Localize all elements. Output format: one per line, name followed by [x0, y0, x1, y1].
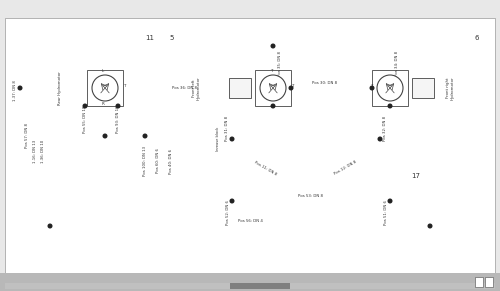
Bar	[20, 36, 178, 136]
Text: Pos 55: DN 10: Pos 55: DN 10	[83, 105, 87, 133]
Bar	[20, 36, 477, 271]
Circle shape	[377, 75, 403, 101]
Text: T: T	[291, 84, 293, 88]
Text: 408: 408	[385, 86, 395, 91]
Text: Pos 36: DN 8: Pos 36: DN 8	[172, 86, 198, 90]
Text: R: R	[102, 102, 104, 106]
Circle shape	[18, 86, 22, 90]
Text: Pos 34: DN 8: Pos 34: DN 8	[395, 50, 399, 76]
Circle shape	[428, 224, 432, 228]
Text: 6: 6	[475, 35, 479, 41]
Text: 1.37: DN 8: 1.37: DN 8	[13, 81, 17, 102]
Text: Pos 30: DN 8: Pos 30: DN 8	[312, 81, 338, 85]
Circle shape	[388, 199, 392, 203]
Text: 408: 408	[268, 86, 278, 91]
Circle shape	[92, 75, 118, 101]
Bar	[475, 277, 483, 287]
Text: Pos 93: DN 16: Pos 93: DN 16	[116, 105, 120, 133]
Circle shape	[230, 199, 234, 203]
Circle shape	[83, 104, 87, 108]
Bar	[172, 36, 477, 116]
Text: Pos 40: DN 6: Pos 40: DN 6	[169, 148, 173, 173]
Text: Pos 57: DN 8: Pos 57: DN 8	[25, 123, 29, 148]
Text: 1.16: DN 13: 1.16: DN 13	[33, 139, 37, 163]
Bar	[229, 78, 251, 98]
Text: 5: 5	[170, 35, 174, 41]
Circle shape	[230, 137, 234, 141]
Bar	[372, 70, 408, 106]
Text: ◄◄: ◄◄	[163, 279, 173, 285]
Circle shape	[378, 137, 382, 141]
Bar	[255, 70, 291, 106]
Text: T: T	[123, 84, 125, 88]
Text: Pos 100: DN 13: Pos 100: DN 13	[143, 146, 147, 176]
Bar	[485, 277, 493, 287]
Bar	[5, 18, 495, 273]
Bar	[412, 78, 434, 98]
Text: Pos 31: DN 8: Pos 31: DN 8	[225, 116, 229, 141]
Circle shape	[143, 134, 147, 138]
Text: Pos 53: DN 8: Pos 53: DN 8	[298, 194, 322, 198]
Text: Front left
Hydromotor: Front left Hydromotor	[192, 76, 200, 100]
Text: T: T	[270, 69, 272, 73]
Text: Pos 11: DN 8: Pos 11: DN 8	[253, 160, 277, 176]
Text: Pos 32: DN 8: Pos 32: DN 8	[383, 116, 387, 141]
Circle shape	[260, 75, 286, 101]
Text: Pos 51: DN 6: Pos 51: DN 6	[384, 200, 388, 226]
Text: Pos 56: DN 4: Pos 56: DN 4	[238, 219, 262, 223]
Text: 129 (133 / 140): 129 (133 / 140)	[218, 279, 262, 285]
Text: Inrease block: Inrease block	[216, 127, 220, 151]
Text: Front right
Hydromotor: Front right Hydromotor	[446, 76, 454, 100]
Circle shape	[103, 134, 107, 138]
Bar	[222, 130, 390, 148]
Bar	[0, 273, 500, 291]
Circle shape	[48, 224, 52, 228]
Text: Pos 60: DN 6: Pos 60: DN 6	[156, 149, 160, 173]
Circle shape	[289, 86, 293, 90]
Text: Pos 35: DN 8: Pos 35: DN 8	[278, 51, 282, 75]
Circle shape	[116, 104, 120, 108]
Circle shape	[370, 86, 374, 90]
Circle shape	[271, 44, 275, 48]
Bar	[230, 283, 290, 289]
Text: 17: 17	[412, 173, 420, 179]
Text: L: L	[102, 69, 104, 73]
Text: Pos 12: DN 8: Pos 12: DN 8	[333, 160, 357, 176]
Bar	[5, 283, 495, 289]
Text: ◄: ◄	[176, 279, 180, 285]
Text: T: T	[370, 84, 372, 88]
Text: Pos 52: DN 6: Pos 52: DN 6	[226, 200, 230, 226]
Text: 1.36: DN 10: 1.36: DN 10	[41, 139, 45, 163]
Circle shape	[388, 104, 392, 108]
Text: Rear Hydromotor: Rear Hydromotor	[58, 71, 62, 105]
Circle shape	[271, 104, 275, 108]
Text: 11: 11	[146, 35, 154, 41]
Text: ►: ►	[300, 279, 304, 285]
Bar	[87, 70, 123, 106]
Text: ►►: ►►	[308, 279, 318, 285]
